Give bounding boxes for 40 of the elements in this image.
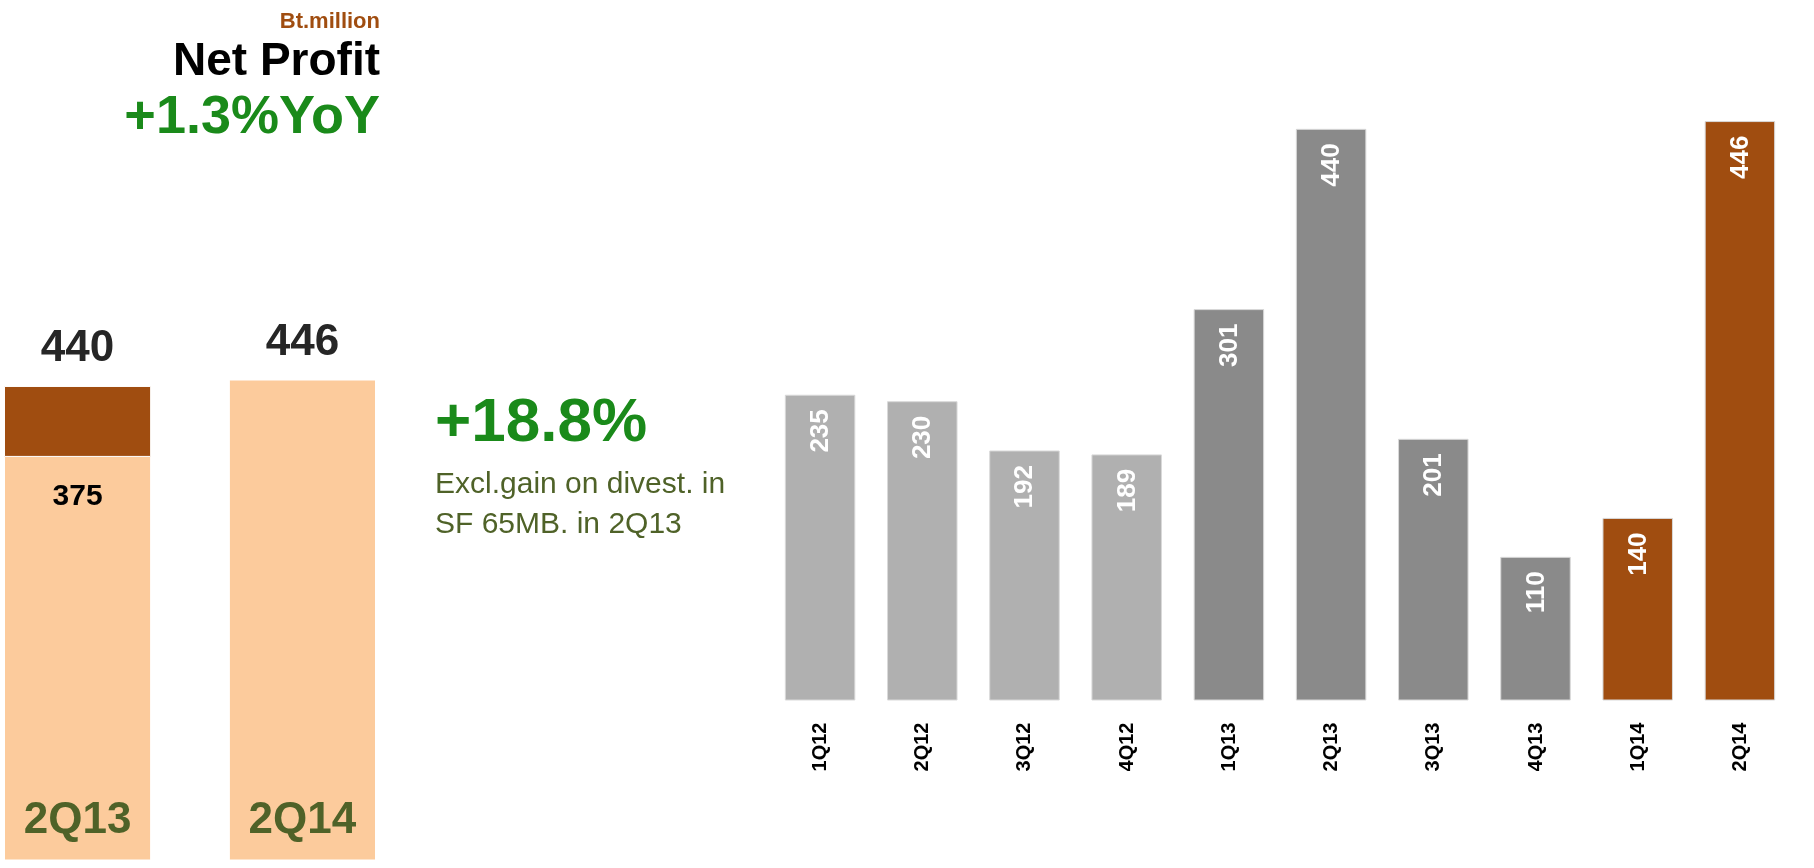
data-label: 192 bbox=[1008, 464, 1039, 509]
data-label: 375 bbox=[52, 478, 103, 512]
bar bbox=[1500, 556, 1571, 701]
x-tick-label: 1Q12 bbox=[808, 722, 831, 772]
bar bbox=[1295, 128, 1367, 701]
bar bbox=[1091, 454, 1162, 701]
x-tick-label: 1Q13 bbox=[1216, 722, 1239, 772]
total-label: 446 bbox=[265, 315, 340, 364]
data-label: 230 bbox=[906, 415, 937, 460]
x-tick-label: 1Q14 bbox=[1625, 721, 1648, 772]
x-tick-label: 4Q12 bbox=[1114, 722, 1137, 772]
x-tick-label: 2Q14 bbox=[248, 793, 357, 842]
chart-subtitle: Bt.million bbox=[278, 8, 380, 34]
text: +1.3%YoY bbox=[123, 84, 380, 144]
bar bbox=[887, 401, 958, 701]
chart-title: Net Profit bbox=[172, 33, 380, 85]
bar bbox=[1602, 517, 1673, 701]
data-label: 301 bbox=[1212, 323, 1243, 368]
text: Excl.gain on divest. in SF 65MB. in 2Q13 bbox=[435, 465, 727, 541]
x-tick-label: 2Q12 bbox=[910, 722, 933, 772]
x-tick-label: 4Q13 bbox=[1523, 722, 1546, 772]
data-label: 140 bbox=[1621, 532, 1652, 576]
data-label: 446 bbox=[1723, 135, 1754, 179]
x-tick-label: 2Q13 bbox=[23, 793, 132, 842]
text: +18.8% bbox=[435, 385, 648, 455]
x-tick-label: 3Q12 bbox=[1012, 722, 1035, 772]
bar bbox=[1704, 121, 1776, 701]
data-label: 440 bbox=[1315, 143, 1346, 187]
bar bbox=[1193, 309, 1265, 701]
x-tick-label: 3Q13 bbox=[1421, 722, 1444, 772]
data-label: 235 bbox=[804, 409, 835, 453]
x-tick-label: 2Q14 bbox=[1727, 721, 1750, 772]
data-label: 189 bbox=[1110, 468, 1141, 513]
bar bbox=[1398, 438, 1469, 701]
x-tick-label: 2Q13 bbox=[1319, 722, 1342, 772]
data-label: 110 bbox=[1519, 571, 1550, 614]
bar bbox=[989, 450, 1060, 701]
bar bbox=[784, 394, 856, 701]
data-label: 201 bbox=[1417, 453, 1448, 497]
total-label: 440 bbox=[40, 321, 115, 371]
